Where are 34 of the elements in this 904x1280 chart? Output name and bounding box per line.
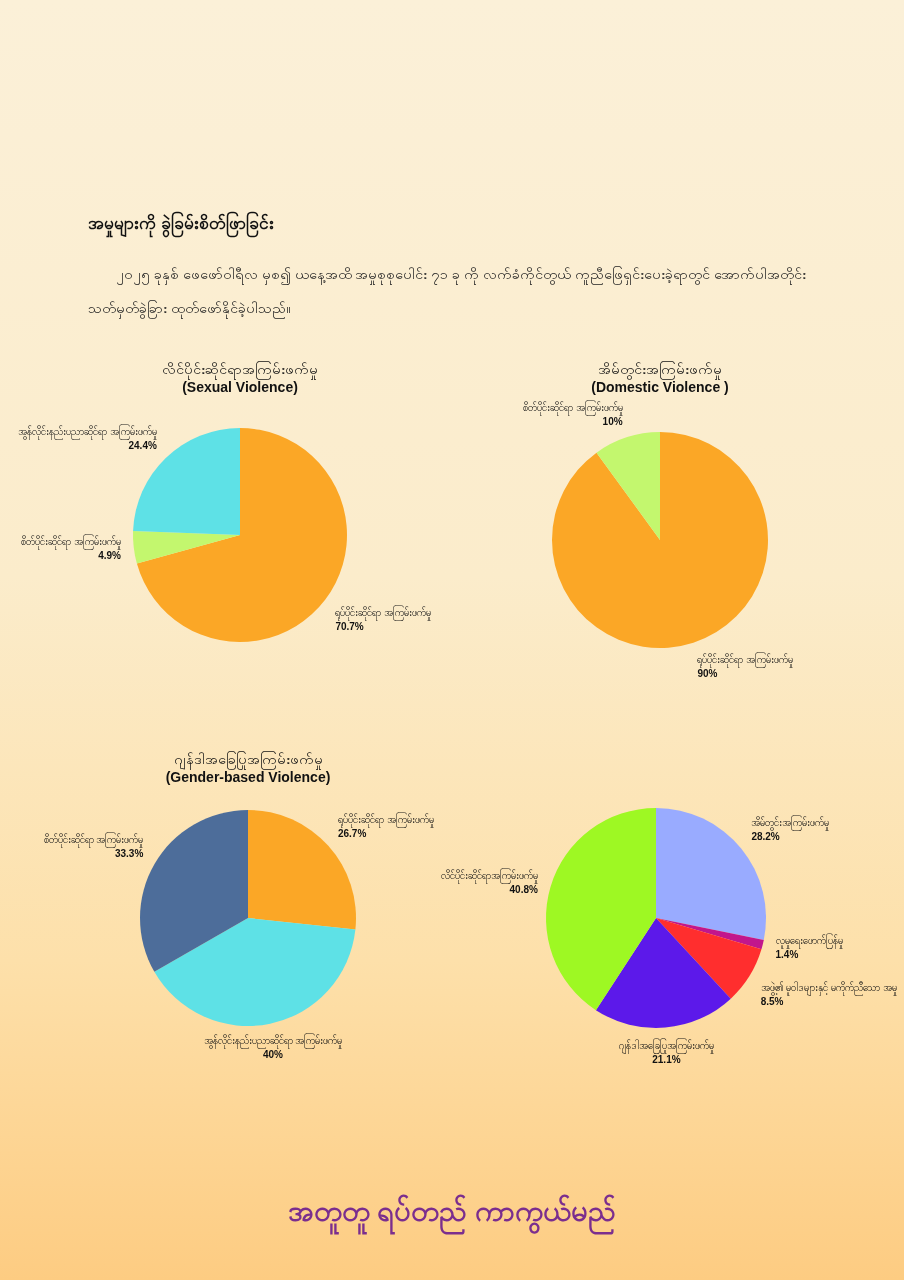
slice-label: ရုပ်ပိုင်းဆိုင်ရာ အကြမ်းဖက်မှု xyxy=(337,812,434,829)
chart-title: လိင်ပိုင်းဆိုင်ရာအကြမ်းဖက်မှု xyxy=(162,361,318,380)
slice-label: စိတ်ပိုင်းဆိုင်ရာ အကြမ်းဖက်မှု xyxy=(522,399,623,416)
data-label: 33.3% xyxy=(114,848,144,860)
slice-label: စိတ်ပိုင်းဆိုင်ရာ အကြမ်းဖက်မှု xyxy=(43,832,144,849)
slice-label: အွန်လိုင်းနည်းပညာဆိုင်ရာ အကြမ်းဖက်မှု xyxy=(18,423,157,440)
data-label: 28.2% xyxy=(751,831,780,843)
data-label: 26.7% xyxy=(337,828,367,840)
data-label: 10% xyxy=(602,415,623,427)
chart-title: ဂျန်ဒါအခြေပြုအကြမ်းဖက်မှု xyxy=(173,751,323,770)
data-label: 40% xyxy=(262,1049,284,1061)
chart-subtitle: (Gender-based Violence) xyxy=(165,769,331,785)
slice-label: အဖွဲ့၏ မူဝါဒများနှင့် မကိုက်ညီသော အမှု xyxy=(760,981,897,997)
chart-subtitle: (Sexual Violence) xyxy=(182,379,298,395)
data-label: 21.1% xyxy=(652,1053,681,1065)
slice-label: လူမှုရေးဖောက်ပြန်မှု xyxy=(775,932,843,949)
chart-title: အိမ်တွင်းအကြမ်းဖက်မှု xyxy=(598,361,722,380)
data-label: 90% xyxy=(697,668,718,680)
text: အတူတူ ရပ်တည် ကာကွယ်မည် xyxy=(286,1193,618,1235)
slice-label: ရုပ်ပိုင်းဆိုင်ရာ အကြမ်းဖက်မှု xyxy=(697,652,794,669)
data-label: 4.9% xyxy=(98,549,122,561)
chart-subtitle: (Domestic Violence ) xyxy=(591,379,729,395)
data-label: 70.7% xyxy=(335,620,364,632)
slice-label: အိမ်တွင်းအကြမ်းဖက်မှု xyxy=(751,815,830,832)
text: အမှုများကို ခွဲခြမ်းစိတ်ဖြာခြင်း xyxy=(88,212,275,237)
data-label: 8.5% xyxy=(760,996,784,1008)
data-label: 1.4% xyxy=(775,948,799,960)
data-label: 24.4% xyxy=(128,439,157,451)
data-label: 40.8% xyxy=(509,883,539,895)
slice-label: အွန်လိုင်းနည်းပညာဆိုင်ရာ အကြမ်းဖက်မှု xyxy=(203,1033,343,1050)
slice-label: လိင်ပိုင်းဆိုင်ရာအကြမ်းဖက်မှု xyxy=(440,867,538,884)
slice-label: စိတ်ပိုင်းဆိုင်ရာ အကြမ်းဖက်မှု xyxy=(21,533,121,550)
slice-label: ဂျန်ဒါအခြေပြုအကြမ်းဖက်မှု xyxy=(618,1037,714,1054)
slice-label: ရုပ်ပိုင်းဆိုင်ရာ အကြမ်းဖက်မှု xyxy=(335,604,432,621)
